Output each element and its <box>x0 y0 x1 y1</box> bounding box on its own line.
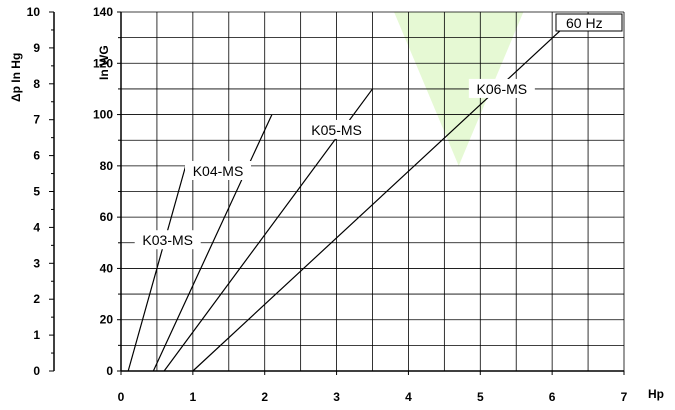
y2-tick-label: 1 <box>33 328 40 342</box>
x-tick-label: 6 <box>549 390 556 404</box>
y-tick-label: 120 <box>93 56 113 70</box>
frequency-label: 60 Hz <box>566 15 603 31</box>
chart-grid <box>120 11 625 372</box>
series-label-k06-ms: K06-MS <box>477 81 528 97</box>
y-tick-label: 80 <box>100 159 114 173</box>
series-label-backdrop <box>303 119 370 139</box>
x-tick-label: 1 <box>190 390 197 404</box>
x-tick-label: 3 <box>333 390 340 404</box>
series-label-backdrop <box>185 160 252 180</box>
x-tick-label: 2 <box>261 390 268 404</box>
chart-labels: K03-MS K04-MS K05-MS K06-MS <box>134 78 535 250</box>
series-label-k04-ms: K04-MS <box>193 163 244 179</box>
y2-tick-label: 6 <box>33 149 40 163</box>
y-tick-label: 60 <box>100 210 114 224</box>
y2-tick-label: 5 <box>33 185 40 199</box>
series-label-k03-ms: K03-MS <box>142 232 193 248</box>
chart-series <box>127 24 567 372</box>
y2-tick-label: 9 <box>33 41 40 55</box>
x-tick-label: 4 <box>405 390 412 404</box>
series-label-backdrop <box>468 78 535 98</box>
y-axis-secondary-title: Δp In Hg <box>9 53 23 102</box>
y2-tick-label: 0 <box>33 364 40 378</box>
x-tick-label: 0 <box>118 390 125 404</box>
y2-tick-label: 2 <box>33 292 40 306</box>
y2-tick-label: 10 <box>27 5 41 19</box>
y-tick-label: 20 <box>100 313 114 327</box>
series-line-k04-ms <box>152 114 273 372</box>
y2-tick-label: 7 <box>33 113 40 127</box>
y2-tick-label: 3 <box>33 256 40 270</box>
x-tick-label: 7 <box>621 390 628 404</box>
y2-tick-label: 8 <box>33 77 40 91</box>
series-label-k05-ms: K05-MS <box>311 122 362 138</box>
series-line-k06-ms <box>192 24 567 372</box>
y-tick-label: 140 <box>93 5 113 19</box>
y-tick-label: 40 <box>100 261 114 275</box>
y-axis-title: In WG <box>97 45 111 80</box>
x-tick-label: 5 <box>477 390 484 404</box>
series-label-backdrop <box>134 230 201 250</box>
x-axis-title: Hp <box>648 387 664 401</box>
y-tick-label: 100 <box>93 108 113 122</box>
y-tick-label: 0 <box>106 364 113 378</box>
series-line-k03-ms <box>127 165 187 372</box>
chart-axes: 0 1 2 3 4 5 6 7 0 20 40 60 80 100 120 140 0 1 2 3 4 5 6 7 8 9 10 <box>27 5 628 404</box>
y2-tick-label: 4 <box>33 220 40 234</box>
frequency-label-box: 60 Hz <box>555 13 623 32</box>
